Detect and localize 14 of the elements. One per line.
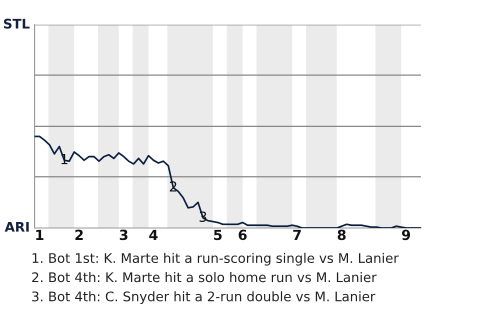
text: 2. Bot 4th: K. Marte hit a solo home run vs M. Lanier — [32, 272, 377, 282]
x-tick-label: 7 — [293, 230, 301, 240]
x-tick-label: 4 — [149, 230, 158, 240]
x-tick-label: 3 — [120, 230, 128, 240]
x-tick-label: 8 — [338, 230, 346, 240]
x-tick-label: 9 — [402, 230, 410, 240]
x-tick-label: 6 — [238, 230, 247, 240]
text: 3. Bot 4th: C. Snyder hit a 2-run double vs M. Lanier — [32, 291, 376, 304]
text: ARI — [4, 222, 29, 232]
x-tick-label: 2 — [75, 230, 83, 240]
x-tick-label: 5 — [214, 230, 222, 240]
x-tick-label: 1 — [36, 230, 44, 240]
text: STL — [4, 18, 30, 29]
text: 1. Bot 1st: K. Marte hit a run-scoring single vs M. Lanier — [32, 252, 399, 266]
